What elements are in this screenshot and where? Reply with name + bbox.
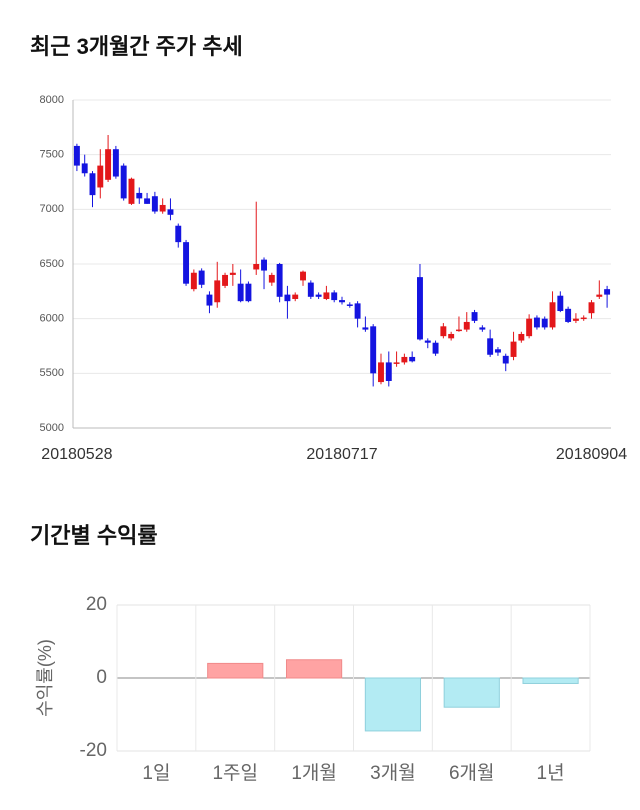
candle-body xyxy=(448,333,455,339)
candle-body xyxy=(549,302,556,328)
candle-body xyxy=(494,349,501,353)
candle-body xyxy=(120,165,127,199)
candle-body xyxy=(198,270,205,285)
candle-body xyxy=(417,277,423,340)
x-tick-label: 1년 xyxy=(537,762,565,784)
candle-body xyxy=(167,209,174,215)
y-tick-label: 8000 xyxy=(40,94,64,106)
candle-body xyxy=(362,327,369,330)
bar xyxy=(364,677,422,732)
candle-body xyxy=(300,271,306,281)
candle-body xyxy=(237,283,244,302)
candle-body xyxy=(572,318,579,321)
x-tick-label: 20180528 xyxy=(41,446,112,463)
candle-body xyxy=(229,272,236,275)
candle-body xyxy=(541,318,548,328)
candle-body xyxy=(276,264,283,297)
candle-body xyxy=(183,242,190,284)
candle-body xyxy=(502,355,509,364)
candle-body xyxy=(393,362,400,364)
y-tick-label: -20 xyxy=(80,740,107,761)
candle-body xyxy=(580,317,587,320)
y-tick-label: 6000 xyxy=(40,313,64,325)
candle-body xyxy=(370,326,377,374)
candle-body xyxy=(112,149,119,177)
candle-body xyxy=(245,283,252,302)
candle-body xyxy=(518,333,525,341)
candle-body xyxy=(128,178,135,204)
x-tick-label: 1개월 xyxy=(291,762,337,784)
candle-body xyxy=(151,196,158,212)
candle-body xyxy=(307,282,314,297)
candle-body xyxy=(487,338,494,355)
candle-body xyxy=(385,362,392,381)
candle-body xyxy=(463,321,470,330)
candle-body xyxy=(73,145,80,166)
candle-body xyxy=(596,294,603,297)
candle-body xyxy=(440,326,447,337)
chart-title: 최근 3개월간 주가 추세 xyxy=(30,34,243,59)
x-tick-label: 1주일 xyxy=(212,762,258,784)
candle-body xyxy=(588,302,595,314)
candle-body xyxy=(315,294,322,297)
candle-body xyxy=(471,312,478,321)
candle-body xyxy=(409,356,416,362)
x-tick-label: 20180717 xyxy=(306,446,377,463)
candle-body xyxy=(97,165,104,188)
candle-body xyxy=(331,292,338,301)
candle-body xyxy=(510,341,517,357)
candle-body xyxy=(89,173,96,196)
y-tick-label: 20 xyxy=(86,594,107,615)
candle-body xyxy=(261,259,267,271)
y-tick-label: 5500 xyxy=(40,367,64,379)
candle-body xyxy=(206,294,213,306)
candle-body xyxy=(401,356,408,363)
bar xyxy=(207,662,264,679)
candle-body xyxy=(81,163,88,174)
candle-body xyxy=(159,204,166,212)
candle-body xyxy=(378,362,384,383)
bar xyxy=(285,659,343,679)
candle-body xyxy=(105,149,112,180)
candle-body xyxy=(565,308,572,322)
candle-body xyxy=(268,274,275,283)
candle-body xyxy=(175,225,182,243)
y-tick-label: 7000 xyxy=(40,203,64,215)
candle-body xyxy=(222,274,229,286)
candle-body xyxy=(604,289,611,295)
candle-body xyxy=(214,280,221,303)
y-tick-label: 5000 xyxy=(40,422,64,434)
candle-body xyxy=(432,342,439,354)
bar xyxy=(443,677,500,708)
candle-body xyxy=(292,294,299,299)
y-axis-label: 수익률(%) xyxy=(35,639,55,717)
candle-body xyxy=(339,300,345,303)
x-tick-label: 3개월 xyxy=(370,762,416,784)
candle-body xyxy=(136,192,143,199)
chart-title: 기간별 수익률 xyxy=(30,523,158,548)
candle-body xyxy=(346,304,353,306)
candle-body xyxy=(323,292,330,299)
candle-body xyxy=(455,329,462,332)
candle-body xyxy=(190,272,197,290)
bar xyxy=(522,677,579,684)
candle-body xyxy=(479,327,486,330)
y-tick-label: 6500 xyxy=(40,258,64,270)
candle-body xyxy=(284,294,291,302)
candle-body xyxy=(144,198,151,204)
candle-body xyxy=(253,264,260,270)
candle-body xyxy=(424,340,431,343)
candle-body xyxy=(533,317,540,328)
y-tick-label: 0 xyxy=(96,667,107,688)
x-tick-label: 6개월 xyxy=(449,762,495,784)
x-tick-label: 1일 xyxy=(142,762,170,784)
candle-body xyxy=(526,318,533,337)
x-tick-label: 20180904 xyxy=(556,446,627,463)
candle-body xyxy=(557,295,564,312)
candle-body xyxy=(354,303,361,319)
y-tick-label: 7500 xyxy=(40,149,64,161)
